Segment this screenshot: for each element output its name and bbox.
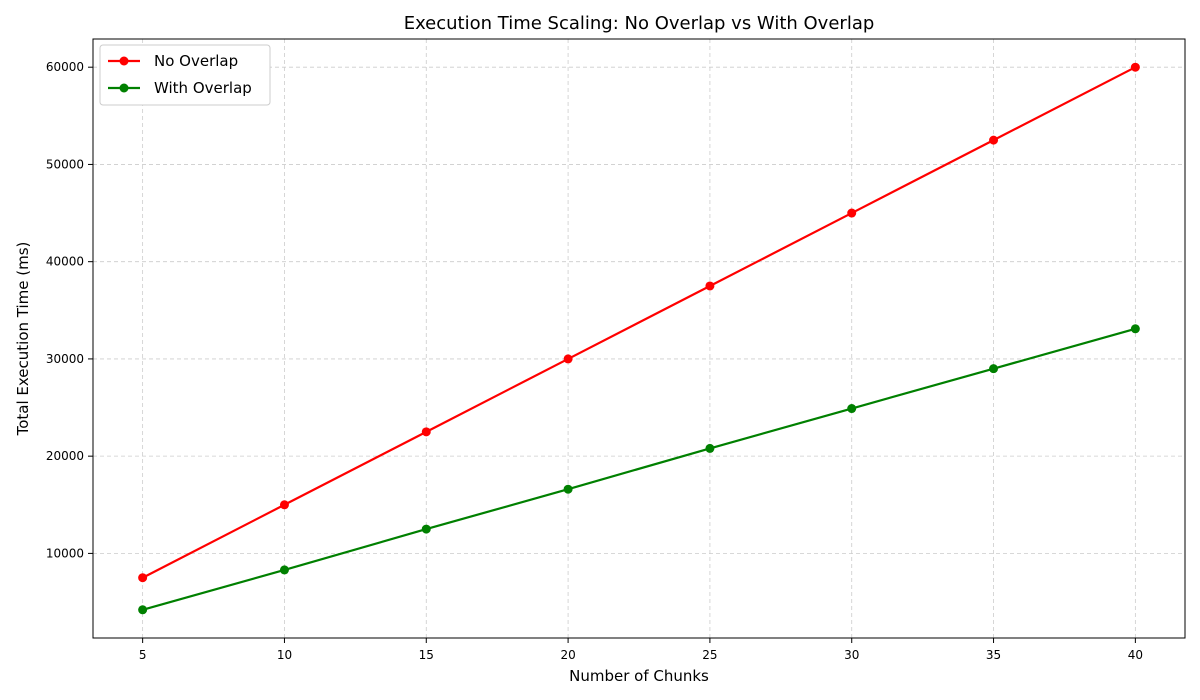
plot-frame bbox=[92, 38, 1186, 639]
x-tick-label: 15 bbox=[419, 648, 434, 662]
y-tick-label: 50000 bbox=[46, 157, 84, 171]
x-tick-label: 5 bbox=[139, 648, 147, 662]
x-tick-label: 35 bbox=[986, 648, 1001, 662]
y-axis-title: Total Execution Time (ms) bbox=[14, 242, 32, 437]
data-point-no-overlap bbox=[1130, 62, 1140, 72]
legend-label: No Overlap bbox=[154, 52, 238, 70]
x-tick-label: 20 bbox=[560, 648, 575, 662]
data-point-no-overlap bbox=[989, 135, 999, 145]
data-point-no-overlap bbox=[421, 427, 431, 437]
series-line-no-overlap bbox=[142, 66, 1136, 579]
series-line-with-overlap bbox=[142, 327, 1136, 611]
grid bbox=[93, 39, 1185, 638]
y-tick-label: 60000 bbox=[46, 60, 84, 74]
data-point-with-overlap bbox=[1130, 324, 1140, 334]
data-point-with-overlap bbox=[847, 404, 857, 414]
x-axis-title: Number of Chunks bbox=[569, 667, 709, 685]
legend-marker bbox=[119, 83, 129, 93]
data-point-with-overlap bbox=[563, 484, 573, 494]
legend: No Overlap With Overlap bbox=[99, 44, 271, 106]
data-point-with-overlap bbox=[705, 443, 715, 453]
x-tick-label: 10 bbox=[277, 648, 292, 662]
data-point-no-overlap bbox=[279, 500, 289, 510]
data-point-no-overlap bbox=[138, 573, 148, 583]
x-tick-label: 30 bbox=[844, 648, 859, 662]
data-point-with-overlap bbox=[279, 565, 289, 575]
data-point-no-overlap bbox=[847, 208, 857, 218]
legend-marker bbox=[119, 56, 129, 66]
data-point-with-overlap bbox=[989, 364, 999, 374]
legend-label: With Overlap bbox=[154, 79, 252, 97]
legend-box bbox=[99, 44, 271, 106]
chart-title: Execution Time Scaling: No Overlap vs Wi… bbox=[404, 13, 875, 34]
y-tick-label: 30000 bbox=[46, 352, 84, 366]
series-layer bbox=[138, 62, 1140, 615]
y-tick-label: 20000 bbox=[46, 449, 84, 463]
data-point-no-overlap bbox=[705, 281, 715, 291]
x-tick-label: 25 bbox=[702, 648, 717, 662]
data-point-with-overlap bbox=[138, 605, 148, 615]
data-point-no-overlap bbox=[563, 354, 573, 364]
data-point-with-overlap bbox=[421, 524, 431, 534]
y-tick-label: 10000 bbox=[46, 546, 84, 560]
x-tick-label: 40 bbox=[1128, 648, 1143, 662]
ticks: 5 10 15 20 25 30 35 40 10000 20000 30000 40000 50000… bbox=[46, 60, 1143, 662]
y-tick-label: 40000 bbox=[46, 255, 84, 269]
